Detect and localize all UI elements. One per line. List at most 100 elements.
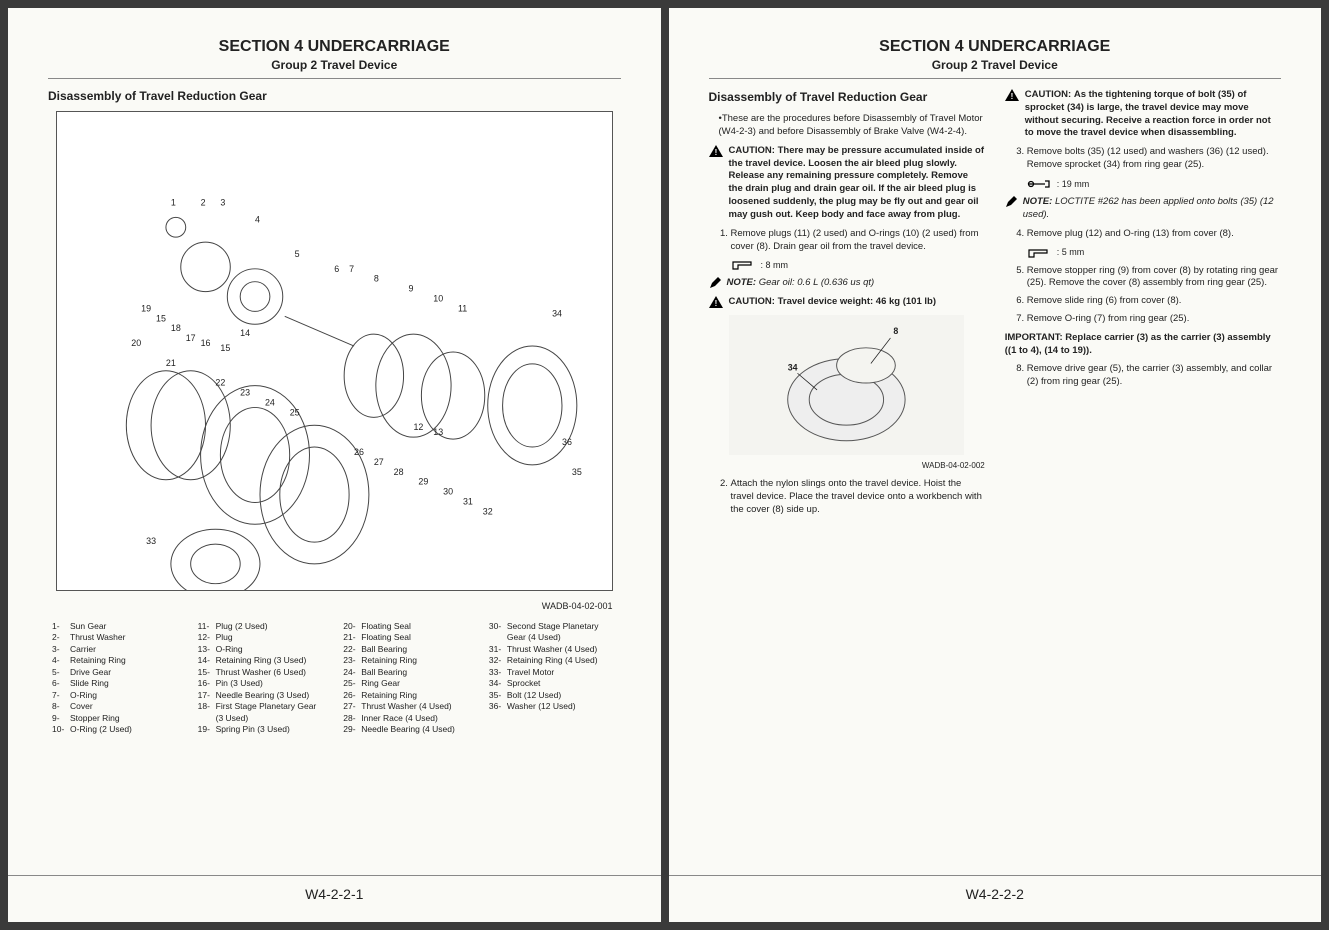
legend-text: Stopper Ring (70, 713, 120, 724)
left-column: Disassembly of Travel Reduction Gear •Th… (709, 89, 985, 522)
legend-number: 36- (489, 701, 507, 712)
legend-text: Ball Bearing (361, 644, 407, 655)
svg-text:1: 1 (171, 197, 176, 207)
legend-number: 21- (343, 632, 361, 643)
svg-text:25: 25 (290, 407, 300, 417)
svg-text:9: 9 (409, 284, 414, 294)
legend-number: 32- (489, 655, 507, 666)
legend-number: 5- (52, 667, 70, 678)
legend-row: 20-Floating Seal (343, 621, 471, 632)
caution-text: There may be pressure accumulated inside… (729, 145, 985, 220)
svg-text:10: 10 (433, 293, 443, 303)
legend-text: Thrust Washer (4 Used) (507, 644, 597, 655)
legend-text: Floating Seal (361, 621, 411, 632)
svg-text:4: 4 (255, 214, 260, 224)
svg-text:19: 19 (141, 303, 151, 313)
svg-text:15: 15 (220, 343, 230, 353)
group-title: Group 2 Travel Device (709, 58, 1282, 72)
legend-text: Thrust Washer (4 Used) (361, 701, 451, 712)
step-list: Remove plugs (11) (2 used) and O-rings (… (731, 228, 985, 254)
svg-text:24: 24 (265, 397, 275, 407)
legend-text: Retaining Ring (70, 655, 126, 666)
legend-number: 9- (52, 713, 70, 724)
legend-number: 1- (52, 621, 70, 632)
legend-row: 30-Second Stage Planetary Gear (4 Used) (489, 621, 617, 644)
content-columns: Disassembly of Travel Reduction Gear •Th… (709, 89, 1282, 522)
legend-number: 25- (343, 678, 361, 689)
legend-text: O-Ring (70, 690, 97, 701)
svg-text:13: 13 (433, 427, 443, 437)
section-title: SECTION 4 UNDERCARRIAGE (709, 38, 1282, 56)
sprocket-figure-svg: 8 34 (729, 315, 964, 455)
legend-number: 10- (52, 724, 70, 735)
legend-text: Inner Race (4 Used) (361, 713, 438, 724)
legend-number: 12- (198, 632, 216, 643)
legend-text: Retaining Ring (4 Used) (507, 655, 598, 666)
legend-number: 16- (198, 678, 216, 689)
legend-number: 23- (343, 655, 361, 666)
legend-column: 20-Floating Seal21-Floating Seal22-Ball … (343, 621, 471, 736)
subsection-title: Disassembly of Travel Reduction Gear (48, 89, 621, 103)
caution-block-2: ! CAUTION: Travel device weight: 46 kg (… (709, 296, 985, 309)
caution-label: CAUTION: (1025, 89, 1071, 100)
important-block: IMPORTANT: Replace carrier (3) as the ca… (1005, 332, 1281, 358)
inline-figure-2: 8 34 (729, 315, 964, 455)
step-list: Remove bolts (35) (12 used) and washers … (1027, 146, 1281, 172)
legend-row: 7-O-Ring (52, 690, 180, 701)
legend-number: 4- (52, 655, 70, 666)
legend-text: Spring Pin (3 Used) (216, 724, 290, 735)
tool-note-4: : 5 mm (1027, 246, 1281, 258)
caution-label: CAUTION: (729, 145, 775, 156)
note-text: LOCTITE #262 has been applied onto bolts… (1023, 196, 1274, 220)
svg-text:15: 15 (156, 313, 166, 323)
pencil-icon (709, 277, 721, 289)
step-2: Attach the nylon slings onto the travel … (731, 478, 985, 516)
legend-column: 30-Second Stage Planetary Gear (4 Used)3… (489, 621, 617, 736)
svg-text:30: 30 (443, 487, 453, 497)
note-block-1: NOTE: Gear oil: 0.6 L (0.636 us qt) (709, 277, 985, 290)
legend-row: 31-Thrust Washer (4 Used) (489, 644, 617, 655)
legend-number: 18- (198, 701, 216, 724)
svg-text:2: 2 (201, 197, 206, 207)
legend-row: 28-Inner Race (4 Used) (343, 713, 471, 724)
parts-legend: 1-Sun Gear2-Thrust Washer3-Carrier4-Reta… (48, 621, 621, 736)
caution-block-3: ! CAUTION: As the tightening torque of b… (1005, 89, 1281, 140)
svg-text:33: 33 (146, 536, 156, 546)
exploded-diagram-svg: 1234 5678 9101134 20212223 24252627 2829… (57, 112, 612, 590)
legend-text: Plug (2 Used) (216, 621, 268, 632)
note-text: Gear oil: 0.6 L (0.636 us qt) (759, 277, 874, 288)
legend-row: 18-First Stage Planetary Gear (3 Used) (198, 701, 326, 724)
svg-text:22: 22 (215, 378, 225, 388)
legend-number: 29- (343, 724, 361, 735)
legend-text: Sprocket (507, 678, 541, 689)
caution-text: Travel device weight: 46 kg (101 lb) (778, 296, 936, 307)
legend-text: Sun Gear (70, 621, 106, 632)
step-list: Remove drive gear (5), the carrier (3) a… (1027, 363, 1281, 389)
page-footer: W4-2-2-2 (709, 867, 1282, 902)
legend-number: 27- (343, 701, 361, 712)
svg-text:16: 16 (201, 338, 211, 348)
legend-row: 26-Retaining Ring (343, 690, 471, 701)
svg-text:21: 21 (166, 358, 176, 368)
legend-number: 28- (343, 713, 361, 724)
legend-text: Washer (12 Used) (507, 701, 576, 712)
legend-number: 15- (198, 667, 216, 678)
page-number: W4-2-2-1 (305, 886, 363, 902)
legend-row: 15-Thrust Washer (6 Used) (198, 667, 326, 678)
legend-row: 34-Sprocket (489, 678, 617, 689)
tool-note-3: : 19 mm (1027, 178, 1281, 190)
wrench-icon (1027, 179, 1051, 189)
legend-text: Needle Bearing (3 Used) (216, 690, 310, 701)
pencil-icon (1005, 196, 1017, 208)
caution-icon: ! (709, 145, 723, 157)
step-1: Remove plugs (11) (2 used) and O-rings (… (731, 228, 985, 254)
legend-text: Bolt (12 Used) (507, 690, 561, 701)
legend-text: Pin (3 Used) (216, 678, 263, 689)
legend-row: 9-Stopper Ring (52, 713, 180, 724)
step-3: Remove bolts (35) (12 used) and washers … (1027, 146, 1281, 172)
svg-text:23: 23 (240, 388, 250, 398)
legend-row: 29-Needle Bearing (4 Used) (343, 724, 471, 735)
step-list: Attach the nylon slings onto the travel … (731, 478, 985, 516)
legend-text: First Stage Planetary Gear (3 Used) (216, 701, 326, 724)
inline-figure-ref: WADB-04-02-002 (709, 461, 985, 472)
